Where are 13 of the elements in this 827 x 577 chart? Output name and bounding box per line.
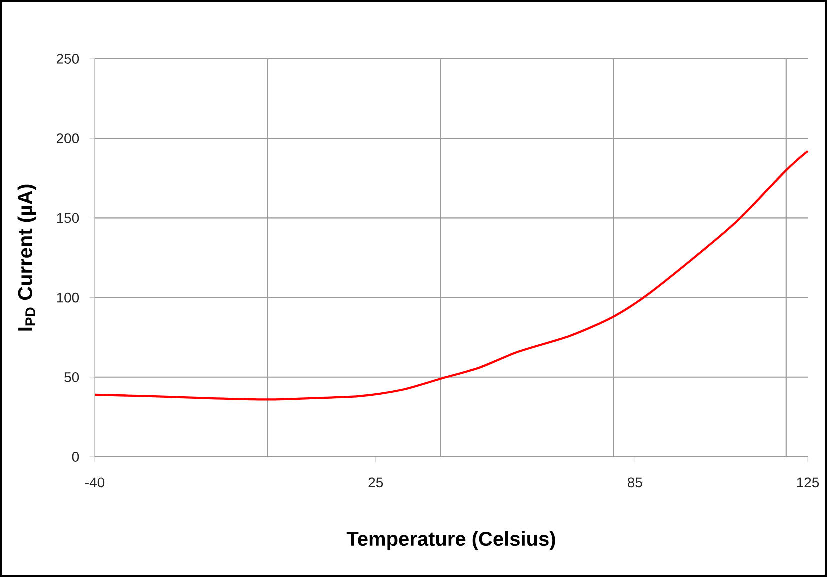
y-tick-label: 250 xyxy=(56,54,80,64)
y-tick-label: 50 xyxy=(64,372,80,382)
x-tick-label: 25 xyxy=(368,478,384,488)
y-tick-label: 150 xyxy=(57,213,80,224)
y-axis-title: I$_{PD}$ Current (µA) xyxy=(18,184,36,331)
y-tick-label: 100 xyxy=(57,292,80,303)
y-tick-label: 0 xyxy=(72,452,80,462)
x-axis-title: Temperature (Celsius) xyxy=(346,531,556,550)
line-series xyxy=(94,150,810,401)
y-tick-label: 200 xyxy=(56,134,80,144)
x-tick-label: -40 xyxy=(86,478,105,488)
x-tick-label: 125 xyxy=(797,478,820,488)
x-tick-label: 85 xyxy=(628,478,642,488)
